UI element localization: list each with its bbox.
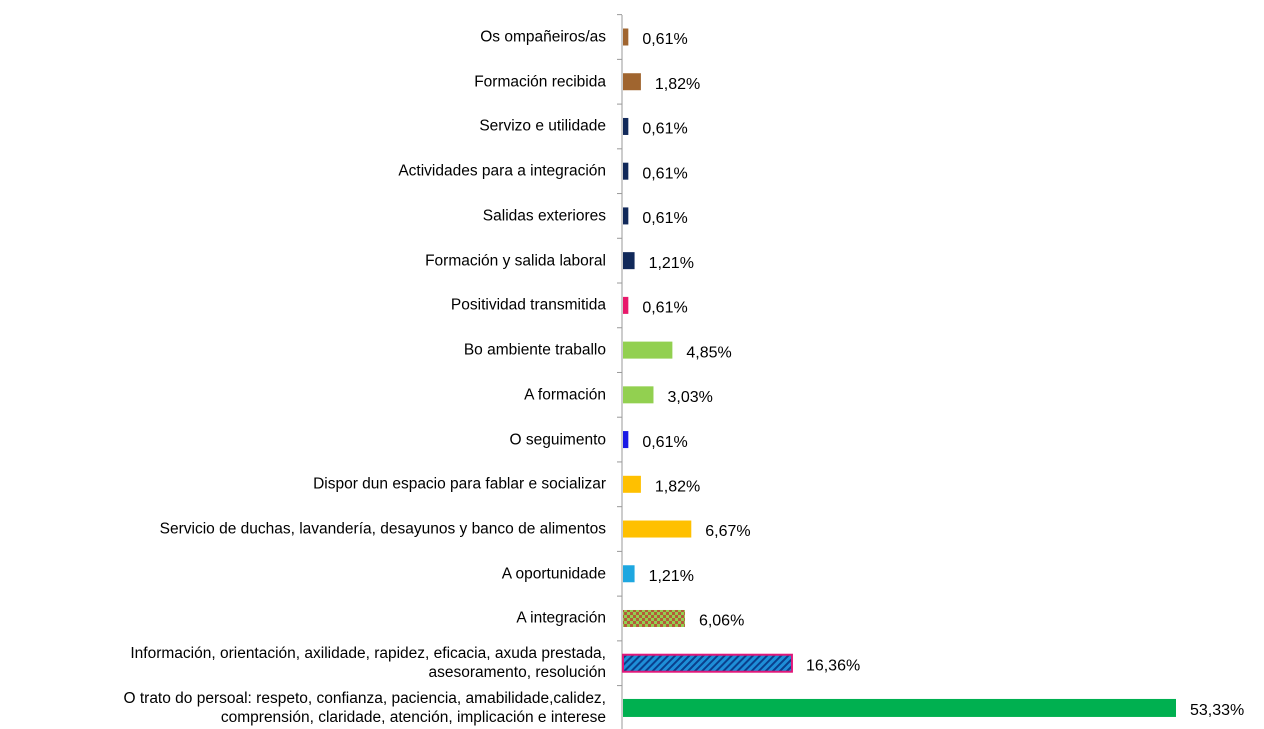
value-label: 0,61% [642,434,687,451]
value-label: 3,03% [667,389,712,406]
value-label: 0,61% [642,31,687,48]
category-label: Dispor dun espacio para fablar e sociali… [313,475,606,493]
category-label: Salidas exteriores [482,207,606,225]
bar [623,475,641,493]
bar [623,73,641,91]
category-label: O trato do persoal: respeto, confianza, … [123,689,606,726]
category-label: Bo ambiente traballo [463,341,606,359]
category-label: Os ompañeiros/as [480,28,606,46]
value-label: 1,82% [655,76,700,93]
category-label: Formación y salida laboral [425,252,606,270]
bar [623,252,635,270]
category-label: Servicio de duchas, lavandería, desayuno… [159,520,606,538]
category-label: A oportunidade [501,565,606,583]
bar [623,162,629,180]
value-label: 1,21% [649,568,694,585]
value-label: 1,82% [655,479,700,496]
bar [623,698,1176,717]
category-label: Positividad transmitida [450,296,606,314]
category-label: A integración [516,609,606,627]
category-label: Formación recibida [474,73,606,91]
bar [623,207,629,225]
category-label: Servizo e utilidade [479,117,606,135]
bar [623,520,692,538]
value-label: 4,85% [686,344,731,361]
value-label: 0,61% [642,165,687,182]
category-label: Información, orientación, axilidade, rap… [130,645,606,682]
bar [623,609,685,627]
value-label: 0,61% [642,210,687,227]
bar [623,341,673,359]
bar [623,296,629,314]
value-label: 0,61% [642,300,687,317]
category-label: A formación [524,386,606,404]
value-label: 1,21% [649,255,694,272]
value-label: 53,33% [1190,702,1244,719]
bar [623,565,635,583]
bar [623,431,629,449]
value-label: 6,06% [699,613,744,630]
bar [623,386,654,404]
bar [623,28,629,46]
category-label: O seguimento [509,431,607,449]
value-label: 0,61% [642,121,687,138]
bar [622,653,793,673]
bar [623,117,629,135]
value-label: 16,36% [806,657,860,674]
value-label: 6,67% [705,523,750,540]
category-label: Actividades para a integración [398,162,606,180]
